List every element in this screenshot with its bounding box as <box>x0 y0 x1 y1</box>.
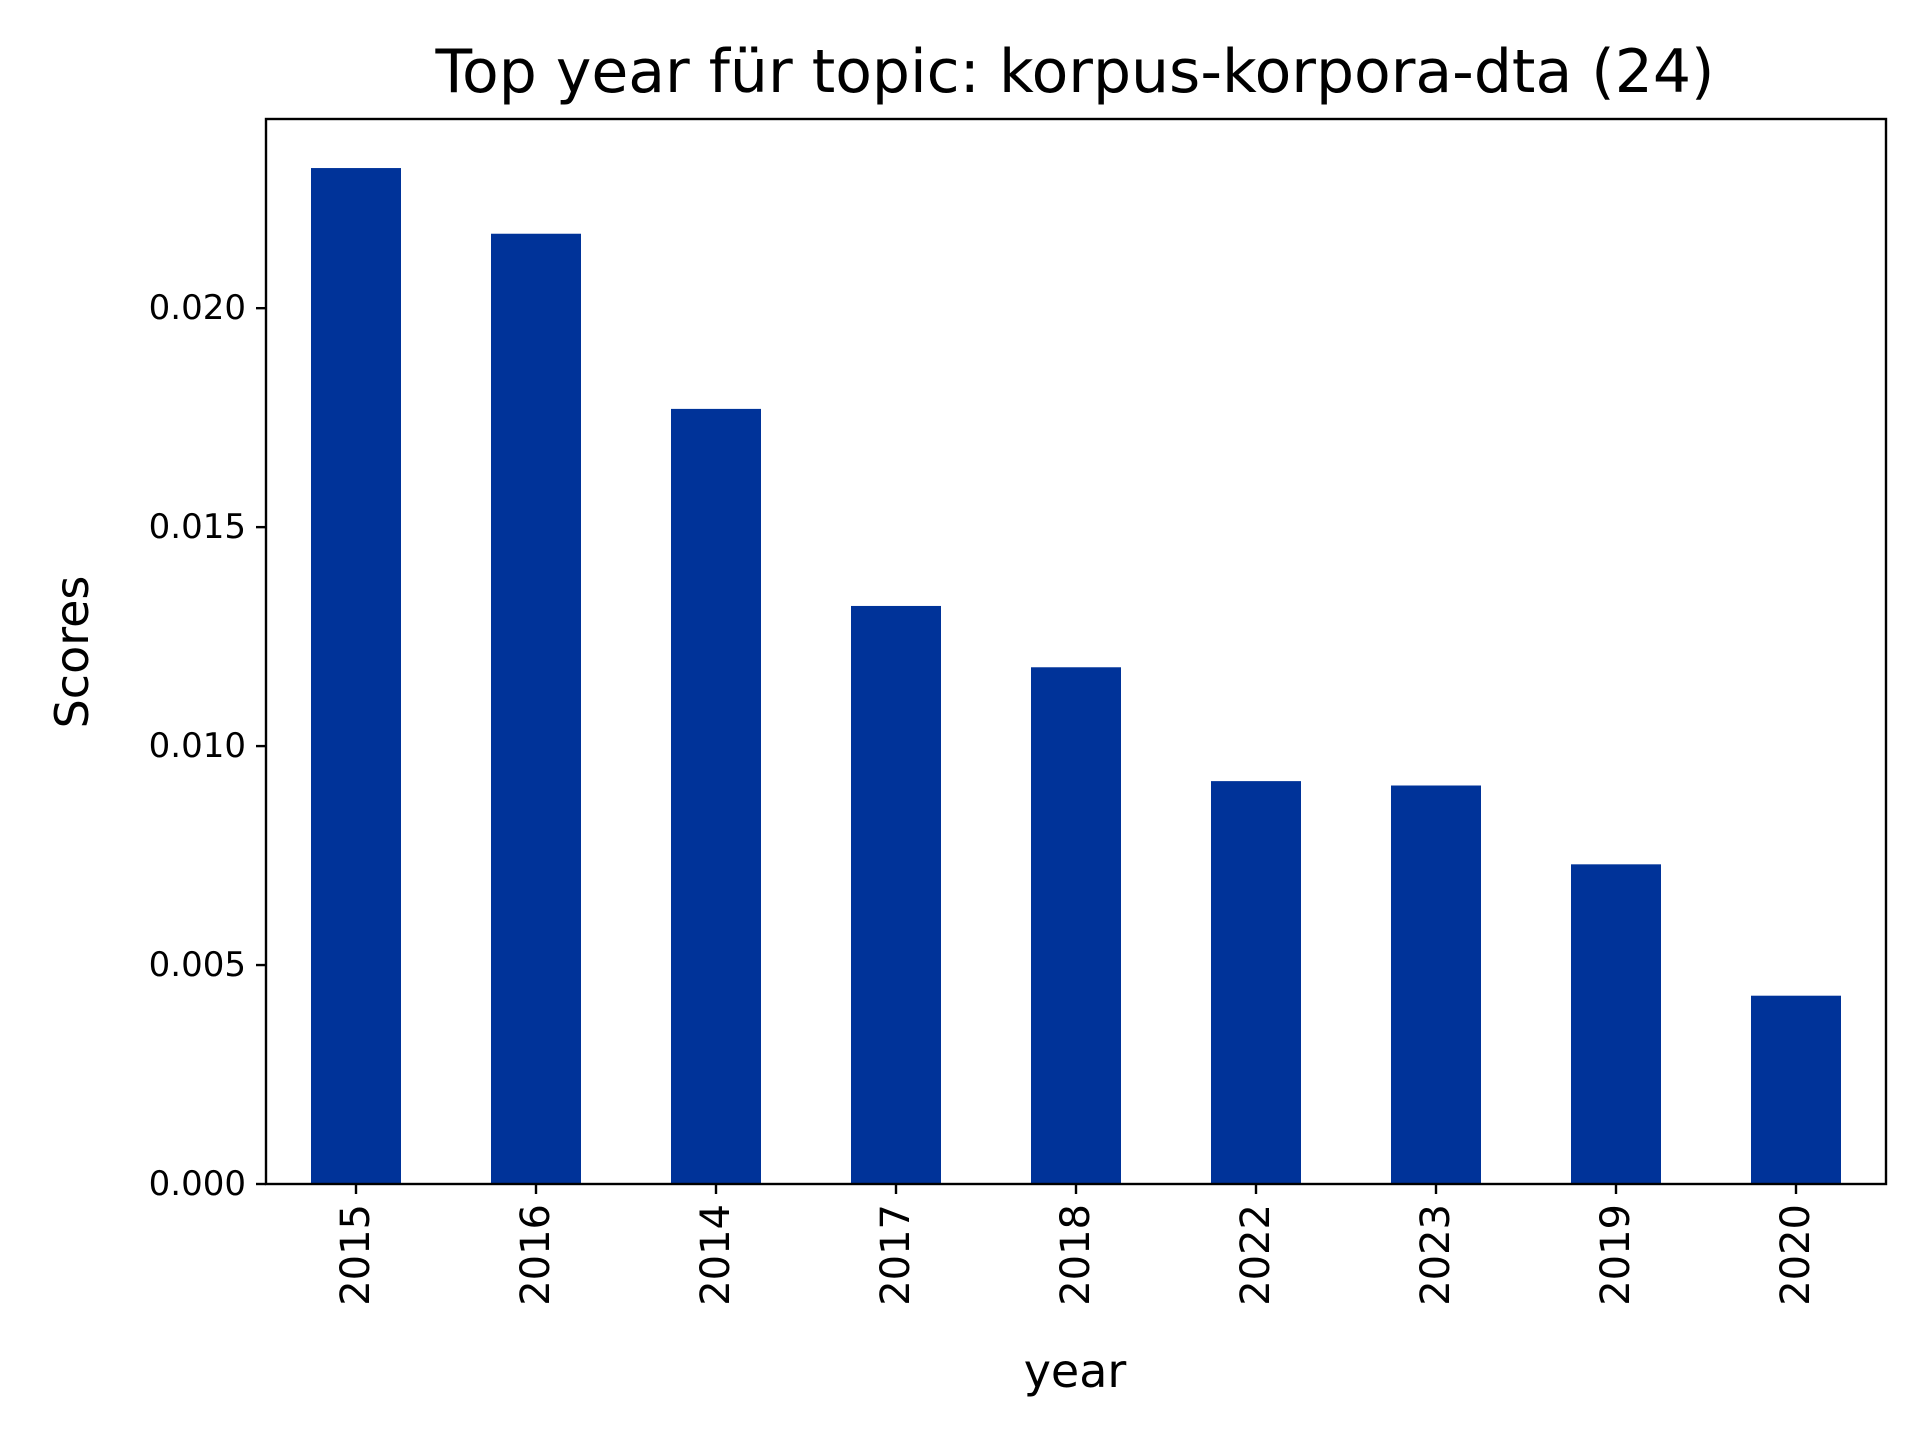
plot-frame <box>264 117 1888 1186</box>
bar-2022 <box>1211 781 1301 1184</box>
bar-2018 <box>1031 667 1121 1184</box>
chart-title: Top year für topic: korpus-korpora-dta (… <box>435 37 1715 107</box>
y-tick-label: 0.020 <box>149 288 246 328</box>
x-tick-label: 2023 <box>1413 1204 1459 1306</box>
x-tick-label: 2014 <box>693 1204 739 1306</box>
x-tick-label: 2016 <box>513 1204 559 1306</box>
bar-2017 <box>851 605 941 1184</box>
x-tick-label: 2015 <box>333 1204 379 1306</box>
bar-2015 <box>311 168 401 1185</box>
bar-2023 <box>1391 785 1481 1184</box>
x-axis: 2015 2016 2014 2017 2018 2022 2023 2019 2020 <box>333 1184 1819 1306</box>
x-tick-label: 2020 <box>1773 1204 1819 1306</box>
y-tick-label: 0.015 <box>149 507 246 547</box>
bar-2020 <box>1751 995 1841 1184</box>
x-tick-label: 2022 <box>1233 1204 1279 1306</box>
bar-2016 <box>491 233 581 1184</box>
y-tick-label: 0.000 <box>149 1164 246 1204</box>
x-axis-label: year <box>1024 1344 1127 1398</box>
x-tick-label: 2018 <box>1053 1204 1099 1306</box>
bar-2014 <box>671 408 761 1184</box>
bars-group <box>311 168 1841 1185</box>
y-tick-label: 0.005 <box>149 945 246 985</box>
y-axis-label: Scores <box>45 576 99 729</box>
y-axis: 0.000 0.005 0.010 0.015 0.020 <box>149 288 266 1204</box>
y-tick-label: 0.010 <box>149 726 246 766</box>
x-tick-label: 2019 <box>1593 1204 1639 1306</box>
bar-2019 <box>1571 864 1661 1184</box>
x-tick-label: 2017 <box>873 1204 919 1306</box>
